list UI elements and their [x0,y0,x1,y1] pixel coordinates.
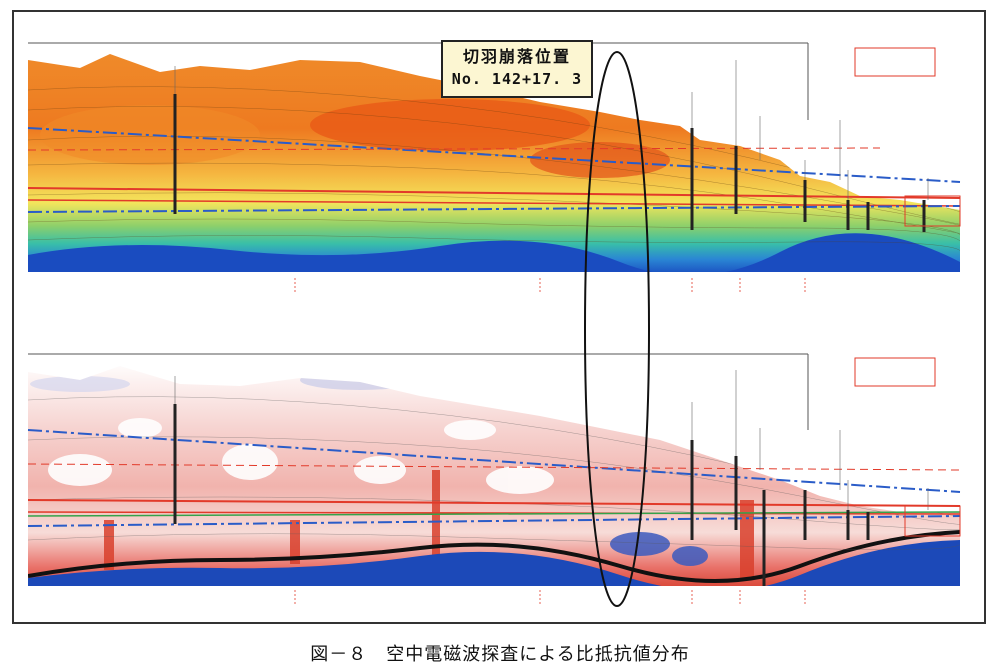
figure-caption: 図－８ 空中電磁波探査による比抵抗値分布 [310,644,690,665]
lower-section [27,353,961,604]
callout-station: No. 142+17. 3 [451,70,583,88]
collapse-position-ellipse [584,51,650,607]
callout-title: 切羽崩落位置 [462,47,571,66]
collapse-position-callout: 切羽崩落位置 No. 142+17. 3 [441,40,593,98]
resistivity-sections [27,42,961,607]
